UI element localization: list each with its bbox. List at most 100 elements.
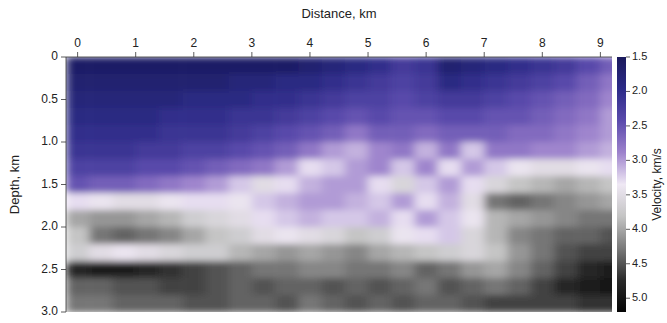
heatmap-cell: [136, 193, 160, 211]
heatmap-cell: [531, 57, 555, 75]
heatmap-cell: [368, 227, 392, 245]
heatmap-cell: [89, 57, 113, 75]
heatmap-cell: [205, 74, 229, 92]
x-axis-title: Distance, km: [301, 6, 376, 21]
heatmap-cell: [507, 125, 531, 143]
heatmap-cell: [600, 210, 612, 228]
heatmap-cell: [391, 74, 415, 92]
heatmap-cell: [531, 227, 555, 245]
heatmap-cell: [89, 244, 113, 262]
heatmap-cell: [298, 176, 322, 194]
heatmap-cell: [112, 210, 136, 228]
heatmap-cell: [484, 227, 508, 245]
colorbar-tick: [626, 298, 630, 299]
heatmap-cell: [205, 159, 229, 177]
heatmap-cell: [322, 159, 346, 177]
heatmap-cell: [461, 108, 485, 126]
heatmap-cell: [415, 108, 439, 126]
heatmap-cell: [484, 244, 508, 262]
y-tick-label: 2.0: [41, 219, 58, 233]
heatmap-cell: [159, 125, 183, 143]
heatmap-cell: [322, 244, 346, 262]
heatmap-cell: [415, 125, 439, 143]
heatmap-cell: [345, 295, 369, 312]
heatmap-cell: [229, 91, 253, 109]
heatmap-cell: [484, 142, 508, 160]
heatmap-cell: [554, 193, 578, 211]
heatmap-cell: [89, 159, 113, 177]
heatmap-cell: [322, 91, 346, 109]
heatmap-cell: [438, 210, 462, 228]
x-tick: [368, 52, 369, 57]
heatmap-cell: [554, 278, 578, 296]
heatmap-cell: [298, 227, 322, 245]
heatmap-cell: [345, 278, 369, 296]
heatmap-cell: [112, 125, 136, 143]
heatmap-cell: [298, 193, 322, 211]
heatmap-cell: [298, 125, 322, 143]
heatmap-cell: [89, 125, 113, 143]
heatmap-cell: [182, 244, 206, 262]
x-tick-label: 0: [74, 36, 81, 50]
heatmap-cell: [600, 159, 612, 177]
heatmap-cell: [554, 74, 578, 92]
heatmap-cell: [229, 210, 253, 228]
heatmap-cell: [438, 108, 462, 126]
heatmap-cell: [136, 261, 160, 279]
y-tick-label: 0.5: [41, 92, 58, 106]
x-tick: [484, 52, 485, 57]
colorbar-tick: [626, 57, 630, 58]
heatmap-cell: [577, 244, 601, 262]
heatmap-cell: [229, 193, 253, 211]
heatmap-cell: [438, 142, 462, 160]
y-tick: [61, 99, 66, 100]
heatmap-cell: [531, 261, 555, 279]
heatmap-cell: [298, 108, 322, 126]
heatmap-cell: [531, 91, 555, 109]
heatmap-cell: [182, 193, 206, 211]
y-tick-label: 2.5: [41, 262, 58, 276]
heatmap-cell: [345, 244, 369, 262]
heatmap-cell: [438, 227, 462, 245]
heatmap-cell: [159, 91, 183, 109]
heatmap-cell: [391, 295, 415, 312]
heatmap-cell: [484, 261, 508, 279]
heatmap-cell: [345, 193, 369, 211]
heatmap-cell: [66, 57, 90, 75]
heatmap-cell: [345, 125, 369, 143]
heatmap-cell: [159, 142, 183, 160]
heatmap-cell: [229, 295, 253, 312]
x-axis-line: [66, 57, 612, 58]
heatmap-cell: [507, 210, 531, 228]
heatmap-cell: [554, 244, 578, 262]
heatmap-cell: [136, 142, 160, 160]
heatmap-cell: [159, 210, 183, 228]
heatmap-cell: [600, 261, 612, 279]
heatmap-cell: [345, 261, 369, 279]
colorbar-tick-label: 3.0: [632, 153, 647, 165]
heatmap-cell: [275, 125, 299, 143]
heatmap-cell: [252, 193, 276, 211]
heatmap-cell: [252, 74, 276, 92]
heatmap-cell: [415, 142, 439, 160]
y-tick-label: 1.5: [41, 177, 58, 191]
heatmap-cell: [600, 74, 612, 92]
heatmap-cell: [484, 159, 508, 177]
heatmap-cell: [438, 91, 462, 109]
heatmap-cell: [577, 142, 601, 160]
heatmap-cell: [438, 176, 462, 194]
heatmap-cell: [159, 278, 183, 296]
heatmap-cell: [159, 176, 183, 194]
heatmap-cell: [507, 176, 531, 194]
heatmap-cell: [507, 278, 531, 296]
colorbar-tick-label: 5.0: [632, 291, 647, 303]
heatmap-cell: [438, 278, 462, 296]
heatmap-cell: [415, 91, 439, 109]
heatmap-cell: [136, 108, 160, 126]
heatmap-cell: [554, 91, 578, 109]
heatmap-cell: [205, 142, 229, 160]
heatmap-cell: [438, 244, 462, 262]
heatmap-cell: [368, 142, 392, 160]
heatmap-cell: [438, 261, 462, 279]
x-tick: [542, 52, 543, 57]
